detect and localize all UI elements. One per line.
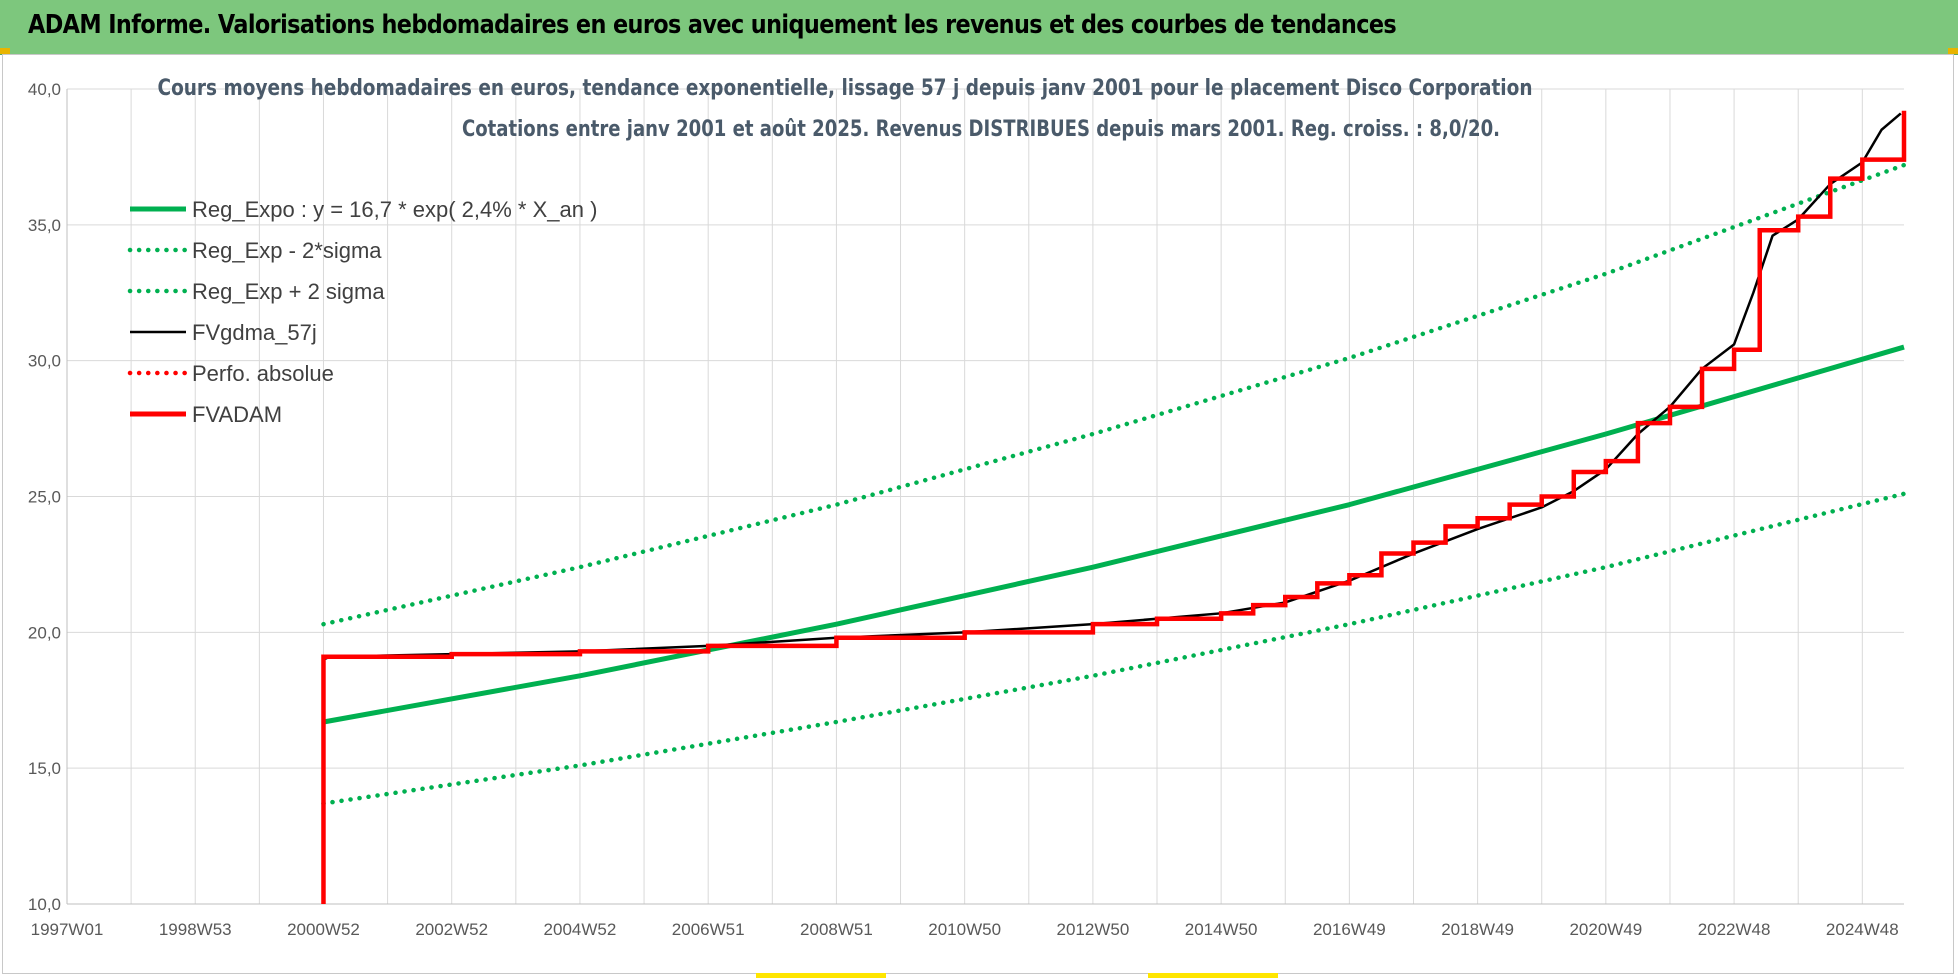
x-tick-label: 2006W51 <box>672 920 745 939</box>
legend-entry: Reg_Expo : y = 16,7 * exp( 2,4% * X_an ) <box>192 197 597 222</box>
chart-title-line-1: Cours moyens hebdomadaires en euros, ten… <box>158 76 1533 101</box>
y-tick-label: 20,0 <box>28 623 61 642</box>
x-tick-label: 2012W50 <box>1057 920 1130 939</box>
banner: ADAM Informe. Valorisations hebdomadaire… <box>0 0 1958 55</box>
series-line <box>323 344 1905 725</box>
x-tick-label: 2016W49 <box>1313 920 1386 939</box>
x-tick-label: 1998W53 <box>159 920 232 939</box>
x-tick-label: 2004W52 <box>544 920 617 939</box>
chart-title-line-2: Cotations entre janv 2001 et août 2025. … <box>462 117 1500 142</box>
x-tick-label: 2000W52 <box>287 920 360 939</box>
x-tick-label: 2024W48 <box>1826 920 1899 939</box>
series-line <box>321 110 1907 904</box>
legend-entry: Reg_Exp - 2*sigma <box>192 238 382 263</box>
chart: 10,0 15,0 20,0 25,0 30,0 35,0 40,0 1997W01 1998W… <box>28 76 1907 939</box>
footer-strip-right <box>1148 973 1278 978</box>
legend-entry: Perfo. absolue <box>192 361 334 386</box>
x-tick-label: 2022W48 <box>1698 920 1771 939</box>
corner-mark-left <box>0 48 10 54</box>
legend: Reg_Expo : y = 16,7 * exp( 2,4% * X_an )… <box>127 197 597 427</box>
legend-entry: FVADAM <box>192 402 282 427</box>
x-tick-label: 2008W51 <box>800 920 873 939</box>
x-tick-label: 2010W50 <box>928 920 1001 939</box>
series-line <box>321 491 1907 806</box>
y-tick-label: 25,0 <box>28 488 61 507</box>
series-line <box>321 162 1907 627</box>
x-tick-label: 2020W49 <box>1569 920 1642 939</box>
axes: 10,0 15,0 20,0 25,0 30,0 35,0 40,0 1997W01 1998W… <box>28 80 1904 939</box>
x-tick-label: 1997W01 <box>31 920 104 939</box>
x-tick-label: 2018W49 <box>1441 920 1514 939</box>
chart-area: 10,0 15,0 20,0 25,0 30,0 35,0 40,0 1997W01 1998W… <box>2 54 1954 974</box>
series-layer <box>321 110 1907 904</box>
legend-entry: FVgdma_57j <box>192 320 317 345</box>
corner-mark-right <box>1948 48 1958 54</box>
footer-strip-left <box>756 973 886 978</box>
series-line <box>322 112 1902 661</box>
banner-title: ADAM Informe. Valorisations hebdomadaire… <box>28 10 1397 40</box>
x-tick-label: 2002W52 <box>415 920 488 939</box>
y-tick-label: 30,0 <box>28 352 61 371</box>
y-tick-label: 35,0 <box>28 216 61 235</box>
y-tick-label: 40,0 <box>28 80 61 99</box>
y-tick-label: 15,0 <box>28 759 61 778</box>
chart-title: Cours moyens hebdomadaires en euros, ten… <box>158 76 1533 142</box>
x-tick-label: 2014W50 <box>1185 920 1258 939</box>
legend-entry: Reg_Exp + 2 sigma <box>192 279 385 304</box>
y-tick-label: 10,0 <box>28 895 61 914</box>
